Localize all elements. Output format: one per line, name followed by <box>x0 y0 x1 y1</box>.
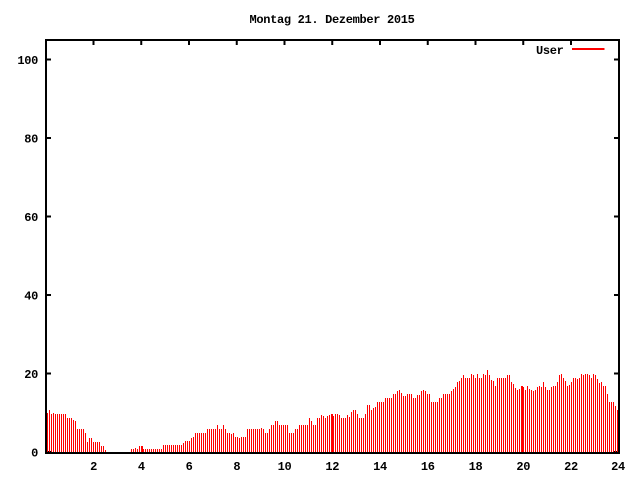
svg-text:0: 0 <box>31 447 38 461</box>
svg-text:12: 12 <box>325 460 339 474</box>
svg-text:100: 100 <box>17 54 38 68</box>
svg-text:4: 4 <box>138 460 145 474</box>
svg-text:User: User <box>536 44 564 58</box>
svg-text:14: 14 <box>373 460 387 474</box>
svg-text:16: 16 <box>421 460 435 474</box>
svg-text:60: 60 <box>24 211 38 225</box>
svg-text:40: 40 <box>24 290 38 304</box>
svg-text:8: 8 <box>233 460 240 474</box>
svg-text:20: 20 <box>24 368 38 382</box>
svg-text:2: 2 <box>90 460 97 474</box>
svg-text:20: 20 <box>516 460 530 474</box>
svg-text:Montag 21. Dezember 2015: Montag 21. Dezember 2015 <box>250 13 415 27</box>
svg-text:80: 80 <box>24 133 38 147</box>
svg-text:24: 24 <box>611 460 625 474</box>
svg-text:18: 18 <box>469 460 483 474</box>
svg-text:10: 10 <box>278 460 292 474</box>
svg-text:6: 6 <box>186 460 193 474</box>
svg-text:22: 22 <box>564 460 578 474</box>
